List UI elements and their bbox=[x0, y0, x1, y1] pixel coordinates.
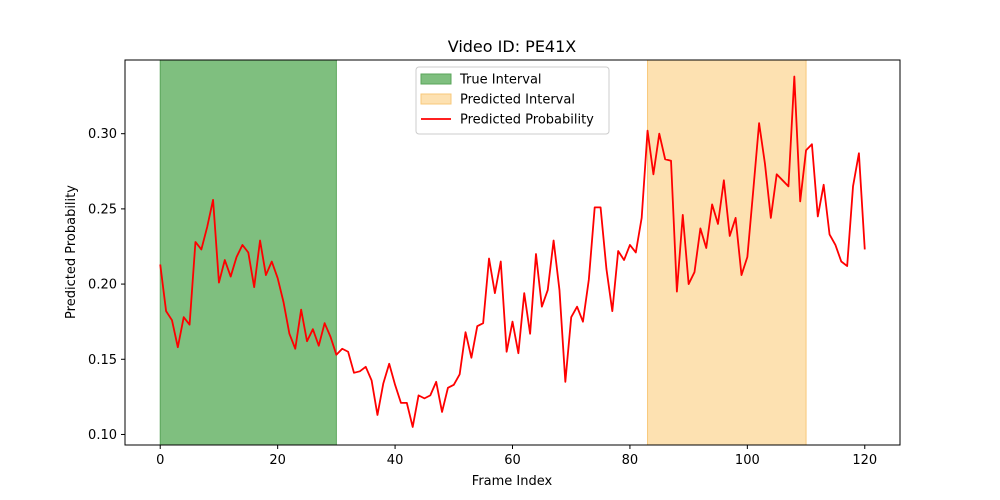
y-tick-label: 0.25 bbox=[88, 202, 117, 217]
series-lines bbox=[159, 75, 866, 428]
y-tick-label: 0.20 bbox=[88, 278, 117, 293]
legend-label: True Interval bbox=[459, 73, 542, 88]
y-tick-label: 0.15 bbox=[88, 353, 117, 368]
legend: True Interval Predicted Interval Predicted… bbox=[415, 66, 610, 135]
x-tick-label: 0 bbox=[156, 453, 164, 468]
chart-title: Video ID: PE41X bbox=[448, 37, 577, 56]
legend-swatch bbox=[420, 73, 452, 85]
interval-spans bbox=[159, 59, 807, 446]
x-tick-label: 80 bbox=[622, 453, 639, 468]
x-tick-label: 40 bbox=[387, 453, 404, 468]
legend-swatch bbox=[420, 93, 452, 105]
interval-span-predicted bbox=[647, 59, 807, 446]
x-axis: 0 20 40 60 80 100 120 bbox=[156, 445, 877, 468]
x-axis-label: Frame Index bbox=[472, 474, 553, 489]
y-tick-label: 0.10 bbox=[88, 428, 117, 443]
y-tick-label: 0.30 bbox=[88, 127, 117, 142]
x-tick-label: 20 bbox=[269, 453, 286, 468]
y-axis-label: Predicted Probability bbox=[64, 185, 79, 319]
y-axis: 0.10 0.15 0.20 0.25 0.30 bbox=[88, 127, 125, 443]
legend-label: Predicted Probability bbox=[460, 113, 594, 128]
x-tick-label: 100 bbox=[735, 453, 760, 468]
x-tick-label: 60 bbox=[504, 453, 521, 468]
legend-box bbox=[415, 66, 610, 135]
legend-label: Predicted Interval bbox=[460, 93, 575, 108]
x-tick-label: 120 bbox=[852, 453, 877, 468]
series-line-predicted-probability bbox=[159, 75, 866, 428]
